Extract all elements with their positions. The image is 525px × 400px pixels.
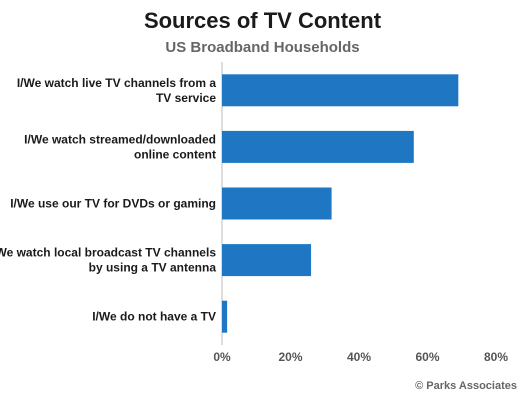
x-tick-label: 80% bbox=[484, 350, 508, 364]
bar bbox=[222, 130, 414, 163]
x-tick-label: 20% bbox=[278, 350, 302, 364]
category-label: I/We do not have a TV bbox=[92, 310, 216, 324]
bar bbox=[222, 244, 312, 277]
x-tick-label: 40% bbox=[347, 350, 371, 364]
bar bbox=[222, 187, 332, 220]
chart-title: Sources of TV Content bbox=[143, 8, 382, 33]
category-label: I/We use our TV for DVDs or gaming bbox=[10, 197, 216, 211]
category-label: I/We watch local broadcast TV channels by… bbox=[0, 246, 216, 275]
x-tick-label: 0% bbox=[213, 350, 231, 364]
bar bbox=[222, 74, 459, 107]
category-label: I/We watch streamed/downloaded online con… bbox=[24, 132, 216, 161]
copyright-notice: © Parks Associates bbox=[415, 380, 517, 392]
bar bbox=[222, 300, 228, 333]
chart-subtitle: US Broadband Households bbox=[165, 39, 360, 56]
x-tick-label: 60% bbox=[415, 350, 439, 364]
category-label: I/We watch live TV channels from a TV ser… bbox=[17, 76, 216, 105]
